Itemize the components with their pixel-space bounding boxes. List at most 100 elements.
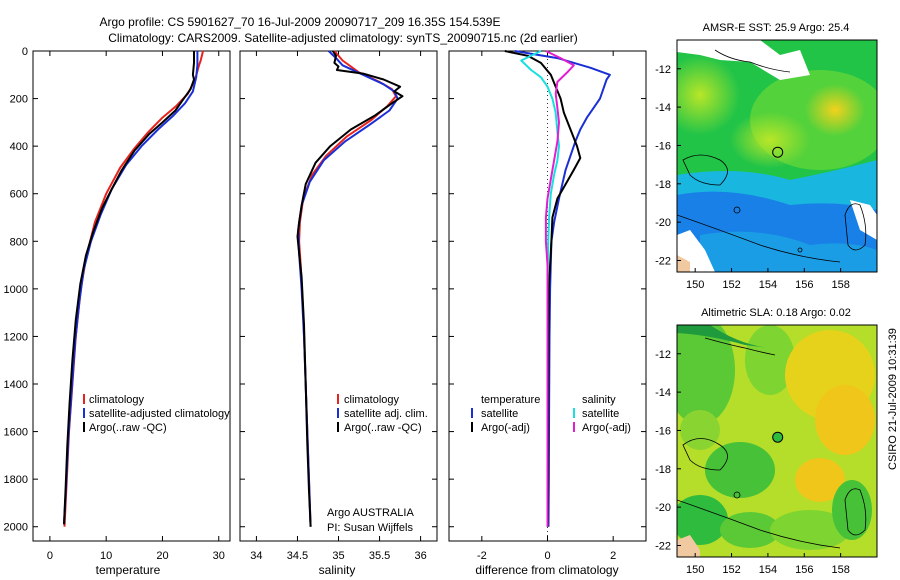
title-line-2: Climatology: CARS2009. Satellite-adjuste…: [108, 31, 578, 45]
difference-axis-ticks: -2 0 2: [477, 51, 616, 562]
depth-tick-label: 400: [10, 141, 28, 153]
temperature-xlabel: temperature: [96, 563, 161, 577]
legend-label: Argo(-adj): [582, 422, 631, 434]
lat-tick-label: -14: [655, 387, 671, 399]
legend-label: climatology: [344, 394, 400, 406]
salinity-legend: climatology satellite adj. clim. Argo(..…: [337, 394, 428, 434]
depth-tick-label: 1200: [4, 331, 28, 343]
x-tick-label: 0: [544, 550, 550, 562]
x-tick-label: 34.5: [287, 550, 308, 562]
x-tick-label: 34: [250, 550, 262, 562]
lat-tick-label: -12: [655, 64, 671, 76]
temperature-panel: 0 200 400 600 800 1000 1200 1400 1600 1800 2000 0 1…: [4, 46, 231, 577]
depth-tick-label: 800: [10, 236, 28, 248]
lon-tick-label: 154: [759, 279, 777, 291]
lon-tick-label: 154: [759, 564, 777, 576]
lat-tick-label: -18: [655, 464, 671, 476]
x-tick-label: 36: [414, 550, 426, 562]
sla-field: [677, 325, 877, 557]
lat-tick-label: -12: [655, 349, 671, 361]
temperature-legend: climatology satellite-adjusted climatolo…: [83, 394, 230, 434]
x-tick-label: 2: [610, 550, 616, 562]
lat-tick-label: -20: [655, 217, 671, 229]
x-tick-label: 10: [100, 550, 112, 562]
lat-tick-label: -20: [655, 502, 671, 514]
depth-tick-label: 600: [10, 189, 28, 201]
series-line: [63, 51, 199, 525]
lat-tick-label: -14: [655, 102, 671, 114]
sst-map-panel: AMSR-E SST: 25.9 Argo: 25.4: [655, 22, 878, 291]
sst-lat-ticks: -12 -14 -16 -18 -20 -22: [655, 64, 681, 267]
lat-tick-label: -16: [655, 140, 671, 152]
sla-map-panel: Altimetric SLA: 0.18 Argo: 0.02 150 152 15…: [655, 307, 878, 576]
depth-tick-label: 1800: [4, 474, 28, 486]
depth-tick-label: 1000: [4, 284, 28, 296]
lon-tick-label: 158: [831, 564, 849, 576]
temperature-lines: [63, 50, 204, 527]
sla-lat-ticks: -12 -14 -16 -18 -20 -22: [655, 349, 681, 552]
x-tick-label: 20: [156, 550, 168, 562]
series-line: [504, 50, 582, 527]
legend-label: satellite: [481, 408, 518, 420]
series-line: [298, 50, 397, 527]
lon-tick-label: 156: [795, 279, 813, 291]
difference-legend: temperature satellite Argo(-adj) salinit…: [471, 394, 631, 434]
title-line-1: Argo profile: CS 5901627_70 16-Jul-2009 …: [100, 15, 501, 29]
lon-tick-label: 152: [722, 279, 740, 291]
temperature-axes-frame: [32, 50, 231, 542]
x-tick-label: -2: [477, 550, 487, 562]
legend-label: climatology: [89, 394, 145, 406]
argo-float-marker: [772, 431, 784, 443]
temperature-axis-ticks: 0 10 20 30: [47, 51, 225, 562]
difference-xlabel: difference from climatology: [475, 563, 618, 577]
series-line: [63, 50, 204, 527]
y-tick-marks: [240, 50, 437, 528]
salinity-axis-ticks: 34 34.5 35 35.5 36: [250, 51, 427, 562]
lat-tick-label: -18: [655, 179, 671, 191]
lon-tick-label: 152: [722, 564, 740, 576]
sla-map-title: Altimetric SLA: 0.18 Argo: 0.02: [701, 307, 851, 319]
depth-tick-label: 1400: [4, 379, 28, 391]
depth-tick-label: 200: [10, 94, 28, 106]
lat-tick-label: -22: [655, 255, 671, 267]
series-line: [297, 50, 399, 527]
sst-map-title: AMSR-E SST: 25.9 Argo: 25.4: [703, 22, 850, 34]
lon-tick-label: 150: [686, 279, 704, 291]
x-tick-label: 0: [47, 550, 53, 562]
legend-label: Argo(..raw -QC): [344, 422, 422, 434]
sst-lon-ticks: 150 152 154 156 158: [686, 268, 850, 291]
salinity-axes-frame: [239, 50, 438, 542]
legend-label: satellite-adjusted climatology: [89, 408, 230, 420]
series-line: [520, 50, 560, 527]
sla-map-frame: [676, 324, 878, 558]
sst-field: [677, 40, 877, 272]
depth-tick-label: 0: [22, 46, 28, 58]
y-tick-marks: [449, 50, 646, 528]
argo-float-marker: [772, 146, 784, 158]
csiro-timestamp: CSIRO 21-Jul-2009 10:31:39: [887, 328, 899, 470]
x-tick-label: 30: [213, 550, 225, 562]
lon-tick-label: 156: [795, 564, 813, 576]
legend-heading-temperature: temperature: [481, 394, 540, 406]
salinity-panel: 34 34.5 35 35.5 36 salinity climatology sate…: [239, 50, 438, 577]
legend-label: satellite adj. clim.: [344, 408, 428, 420]
series-line: [544, 50, 575, 527]
series-line: [296, 50, 404, 527]
difference-lines: [504, 50, 611, 527]
argo-agency-label: Argo AUSTRALIA: [327, 507, 414, 519]
salinity-lines: [296, 50, 404, 527]
series-line: [514, 50, 611, 527]
lon-tick-label: 150: [686, 564, 704, 576]
legend-label: Argo(..raw -QC): [89, 422, 167, 434]
sst-map-frame: [676, 39, 878, 273]
legend-label: satellite: [582, 408, 619, 420]
lat-tick-label: -22: [655, 540, 671, 552]
salinity-xlabel: salinity: [319, 563, 356, 577]
depth-tick-label: 2000: [4, 522, 28, 534]
x-tick-label: 35.5: [369, 550, 390, 562]
series-line: [63, 51, 195, 525]
sla-lon-ticks: 150 152 154 156 158: [686, 553, 850, 576]
pi-name-label: PI: Susan Wijffels: [327, 522, 413, 534]
depth-axis-ticks: 0 200 400 600 800 1000 1200 1400 1600 1800 2000: [4, 46, 38, 534]
